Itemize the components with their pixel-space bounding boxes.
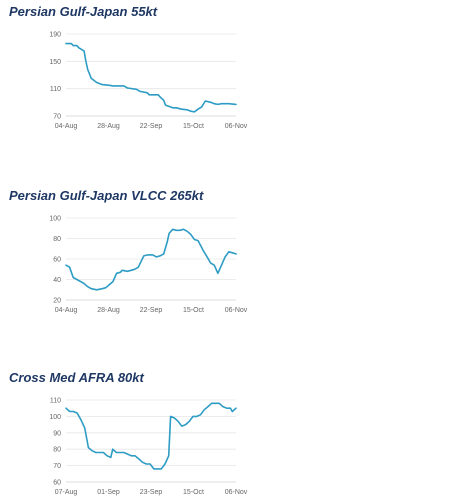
chart-svg: 70 110 150 190 04-Aug 28-Aug 22-Sep 15-Oct 06-No… bbox=[49, 32, 248, 131]
chart-panel-pg-japan-55kt: Persian Gulf-Japan 55kt 70 110 150 190 04-Au… bbox=[0, 4, 454, 134]
x-tick-label: 06-Nov bbox=[225, 489, 248, 496]
x-tick-label: 22-Sep bbox=[140, 123, 163, 130]
y-tick-label: 100 bbox=[49, 414, 61, 421]
y-tick-label: 100 bbox=[49, 216, 61, 223]
chart-panel-cross-med-afra-80kt: Cross Med AFRA 80kt 60 70 80 90 100 110 07-Aug… bbox=[0, 370, 454, 500]
y-tick-label: 60 bbox=[53, 257, 61, 264]
y-tick-label: 190 bbox=[49, 32, 61, 39]
y-tick-label: 90 bbox=[53, 430, 61, 437]
y-tick-label: 70 bbox=[53, 114, 61, 121]
series-line bbox=[65, 42, 237, 113]
chart-panel-pg-japan-vlcc-265kt: Persian Gulf-Japan VLCC 265kt 20 40 60 80 10… bbox=[0, 188, 454, 318]
chart-svg: 60 70 80 90 100 110 07-Aug 01-Sep 23-Sep 15-Oct 06… bbox=[49, 398, 248, 497]
x-tick-label: 04-Aug bbox=[55, 123, 78, 130]
chart-title: Persian Gulf-Japan 55kt bbox=[9, 4, 158, 19]
chart-title: Cross Med AFRA 80kt bbox=[9, 370, 144, 385]
x-tick-label: 06-Nov bbox=[225, 123, 248, 130]
x-tick-label: 04-Aug bbox=[55, 307, 78, 314]
y-tick-label: 40 bbox=[53, 277, 61, 284]
x-tick-label: 15-Oct bbox=[183, 307, 204, 314]
x-tick-label: 22-Sep bbox=[140, 307, 163, 314]
x-tick-label: 15-Oct bbox=[183, 123, 204, 130]
x-tick-label: 28-Aug bbox=[97, 307, 120, 314]
series-line bbox=[65, 228, 237, 291]
y-tick-label: 20 bbox=[53, 298, 61, 305]
y-tick-label: 110 bbox=[50, 398, 61, 405]
chart-title: Persian Gulf-Japan VLCC 265kt bbox=[9, 188, 204, 203]
y-tick-label: 80 bbox=[53, 236, 61, 243]
series-line bbox=[65, 402, 237, 470]
x-tick-label: 28-Aug bbox=[97, 123, 120, 130]
y-tick-label: 60 bbox=[53, 480, 61, 487]
chart-svg: 20 40 60 80 100 04-Aug 28-Aug 22-Sep 15-Oct 06-No… bbox=[49, 216, 248, 315]
y-tick-label: 150 bbox=[49, 59, 61, 66]
y-tick-label: 110 bbox=[50, 86, 61, 93]
x-tick-label: 23-Sep bbox=[140, 489, 163, 496]
x-tick-label: 15-Oct bbox=[183, 489, 204, 496]
y-tick-label: 70 bbox=[53, 463, 61, 470]
x-tick-label: 07-Aug bbox=[55, 489, 78, 496]
y-tick-label: 80 bbox=[53, 447, 61, 454]
x-tick-label: 01-Sep bbox=[97, 489, 120, 496]
x-tick-label: 06-Nov bbox=[225, 307, 248, 314]
